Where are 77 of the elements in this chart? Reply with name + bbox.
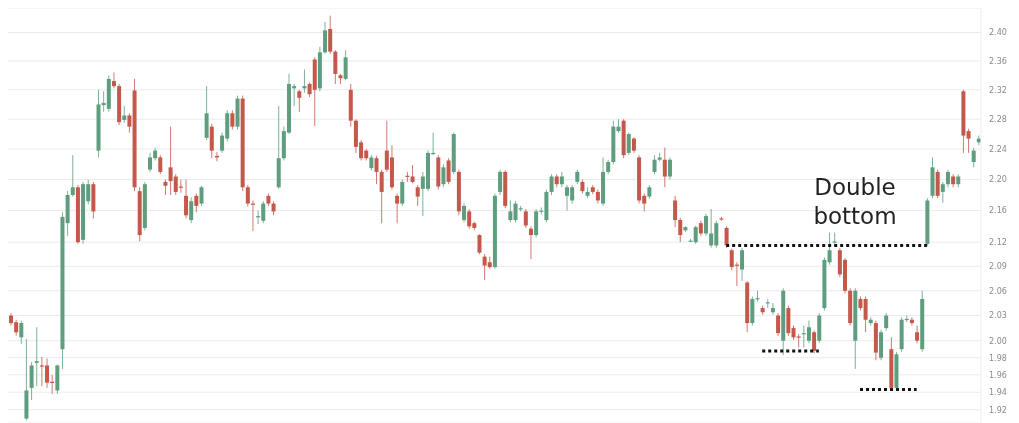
y-tick-label: 2.00 bbox=[989, 336, 1007, 346]
y-tick-label: 2.24 bbox=[989, 144, 1007, 154]
candlestick bbox=[29, 361, 34, 401]
candlestick bbox=[189, 196, 194, 224]
candlestick bbox=[184, 179, 189, 219]
candlestick bbox=[951, 173, 956, 188]
candlestick bbox=[395, 192, 400, 224]
candlestick bbox=[812, 330, 817, 354]
candlestick bbox=[446, 157, 451, 185]
candlestick bbox=[199, 185, 204, 207]
candlestick bbox=[70, 154, 75, 198]
candlestick bbox=[740, 247, 745, 282]
candlestick bbox=[528, 225, 533, 260]
candlestick bbox=[498, 169, 503, 196]
candlestick bbox=[343, 49, 348, 81]
candlestick bbox=[940, 181, 945, 204]
candlestick bbox=[379, 169, 384, 224]
candlestick bbox=[776, 312, 781, 337]
candlestick bbox=[467, 208, 472, 230]
candlestick bbox=[441, 163, 446, 188]
candlestick bbox=[704, 213, 708, 237]
candlestick bbox=[709, 208, 714, 249]
candlestick bbox=[477, 233, 482, 255]
candlestick bbox=[323, 21, 328, 55]
y-tick-label: 2.09 bbox=[989, 262, 1007, 272]
y-tick-label: 1.94 bbox=[989, 388, 1007, 398]
candlestick bbox=[667, 156, 672, 181]
y-tick-label: 2.16 bbox=[989, 206, 1007, 216]
y-tick-label: 2.06 bbox=[989, 286, 1007, 296]
candlestick bbox=[827, 232, 832, 266]
candlestick bbox=[909, 316, 914, 327]
y-tick-label: 2.03 bbox=[989, 311, 1007, 321]
candlestick bbox=[673, 195, 678, 228]
candlestick bbox=[462, 203, 467, 223]
candlestick bbox=[230, 109, 235, 131]
candlestick bbox=[935, 169, 940, 199]
candlestick bbox=[863, 296, 868, 333]
candlestick bbox=[559, 171, 564, 188]
candlestick bbox=[34, 326, 39, 387]
candlestick bbox=[194, 192, 199, 213]
y-tick-label: 2.12 bbox=[989, 238, 1007, 248]
candlestick bbox=[534, 208, 539, 238]
candlestick bbox=[508, 199, 513, 223]
y-tick-label: 2.28 bbox=[989, 115, 1007, 125]
candlestick bbox=[127, 112, 132, 134]
y-tick-label: 1.98 bbox=[989, 353, 1007, 363]
candlestick bbox=[410, 164, 415, 184]
candlestick bbox=[245, 184, 250, 208]
candlestick bbox=[400, 179, 405, 207]
y-tick-label: 1.92 bbox=[989, 405, 1007, 415]
y-tick-label: 2.20 bbox=[989, 175, 1007, 185]
candlestick bbox=[209, 123, 214, 159]
candlestick bbox=[678, 217, 683, 243]
y-tick-label: 2.40 bbox=[989, 28, 1007, 38]
y-tick-label: 2.32 bbox=[989, 85, 1007, 95]
candlestick bbox=[297, 89, 302, 113]
candlestick bbox=[652, 154, 657, 175]
candlestick bbox=[111, 71, 116, 89]
y-tick-label: 2.36 bbox=[989, 56, 1007, 66]
candlestick bbox=[724, 225, 729, 249]
candlestick bbox=[333, 49, 338, 85]
candlestick bbox=[328, 15, 333, 55]
candlestick bbox=[966, 128, 971, 154]
candlestick bbox=[19, 320, 24, 345]
candlestick bbox=[374, 155, 379, 185]
candlestick bbox=[806, 320, 811, 344]
candlestick bbox=[770, 302, 775, 316]
candlestick bbox=[626, 132, 631, 156]
candlestick bbox=[523, 208, 528, 229]
candlestick bbox=[415, 184, 420, 207]
candlestick bbox=[158, 154, 163, 175]
y-tick-label: 1.96 bbox=[989, 370, 1007, 380]
annotation: Double bottom bbox=[812, 173, 898, 231]
candlestick bbox=[971, 147, 976, 168]
candlestick bbox=[693, 225, 698, 245]
candlestick bbox=[549, 173, 554, 196]
candlestick bbox=[662, 147, 667, 188]
